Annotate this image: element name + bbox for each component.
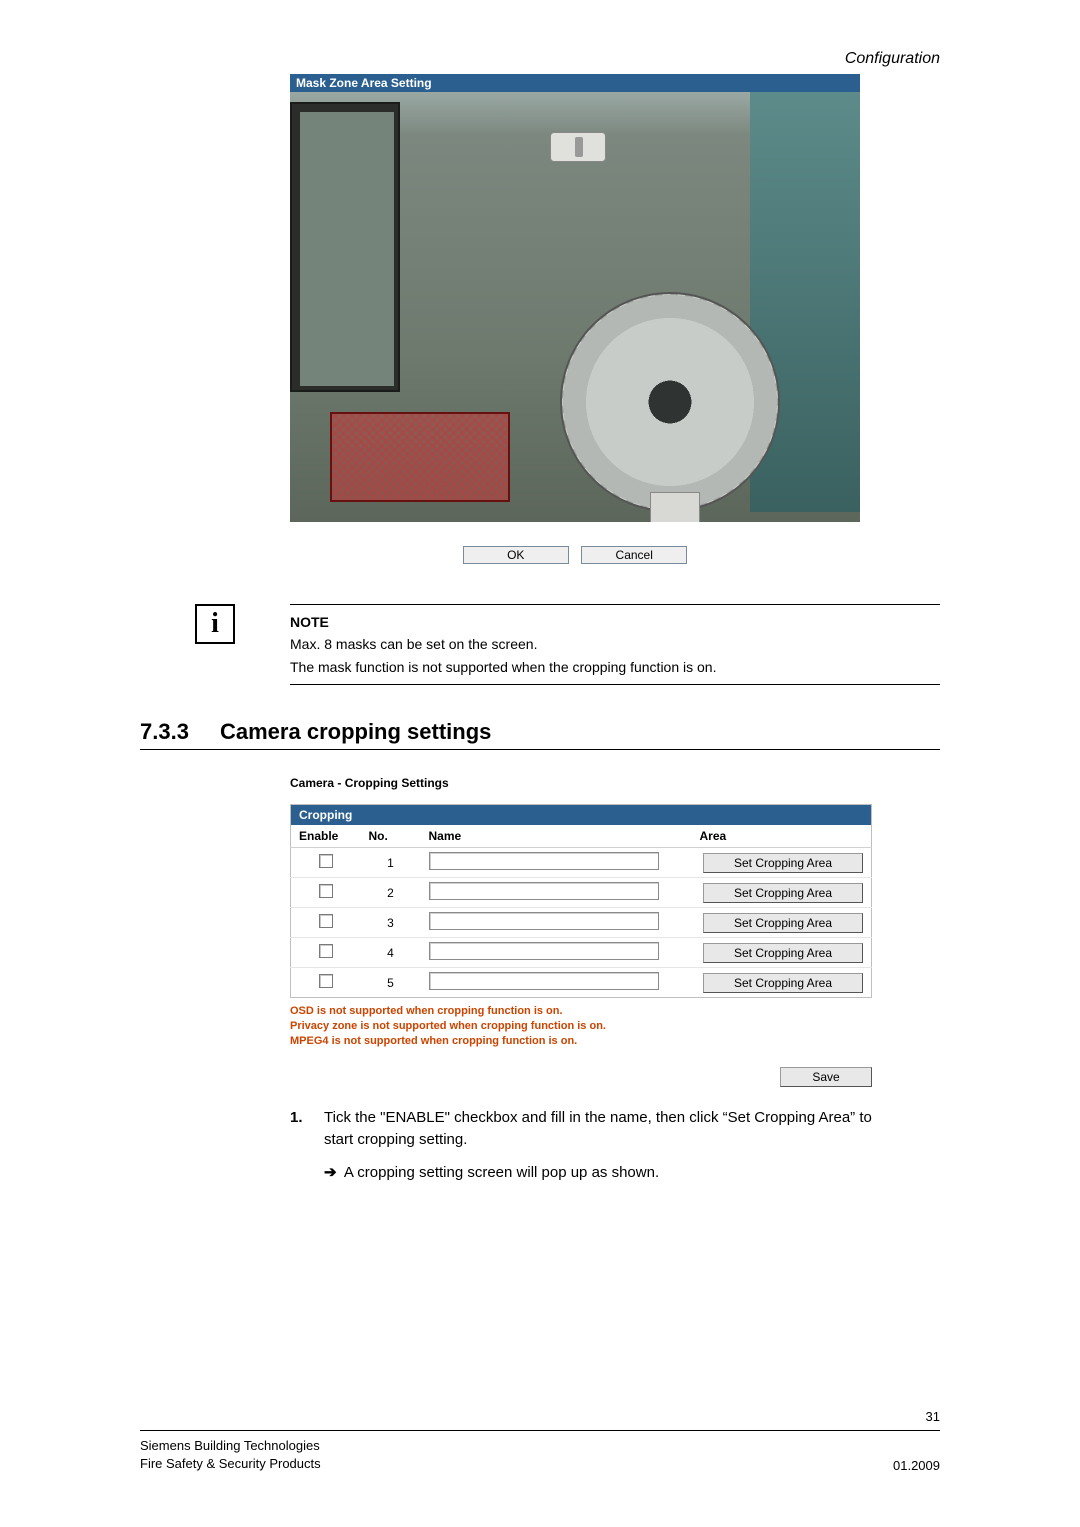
note-title: NOTE [290, 611, 940, 633]
note-section: i NOTE Max. 8 masks can be set on the sc… [140, 604, 940, 685]
warning-line: MPEG4 is not supported when cropping fun… [290, 1034, 872, 1049]
name-input[interactable] [429, 972, 659, 990]
table-row: 5 Set Cropping Area [291, 968, 872, 998]
col-enable: Enable [291, 825, 361, 848]
row-no: 3 [361, 908, 421, 938]
name-input[interactable] [429, 852, 659, 870]
save-row: Save [290, 1067, 872, 1087]
footer-company: Siemens Building Technologies [140, 1437, 321, 1455]
col-area: Area [692, 825, 872, 848]
set-cropping-area-button[interactable]: Set Cropping Area [703, 883, 863, 903]
mask-zone-rectangle[interactable] [330, 412, 510, 502]
mask-zone-preview [290, 92, 860, 522]
preview-window-frame [290, 102, 400, 392]
footer-date: 01.2009 [893, 1458, 940, 1473]
row-no: 2 [361, 878, 421, 908]
instruction-steps: 1. Tick the "ENABLE" checkbox and fill i… [290, 1107, 872, 1185]
row-no: 1 [361, 848, 421, 878]
camera-preview-image [290, 92, 860, 522]
enable-checkbox[interactable] [319, 884, 333, 898]
ok-button[interactable]: OK [463, 546, 569, 564]
arrow-icon: ➔ [324, 1164, 337, 1181]
footer-division: Fire Safety & Security Products [140, 1455, 321, 1473]
note-icon-col: i [140, 604, 290, 644]
header-section-label: Configuration [140, 50, 940, 68]
cropping-panel: Camera - Cropping Settings Cropping Enab… [290, 776, 872, 1087]
cropping-panel-title: Camera - Cropping Settings [290, 776, 872, 790]
set-cropping-area-button[interactable]: Set Cropping Area [703, 973, 863, 993]
enable-checkbox[interactable] [319, 854, 333, 868]
table-row: 1 Set Cropping Area [291, 848, 872, 878]
mask-zone-buttons: OK Cancel [290, 546, 860, 564]
cropping-table: Cropping Enable No. Name Area 1 Set Crop… [290, 804, 872, 998]
set-cropping-area-button[interactable]: Set Cropping Area [703, 913, 863, 933]
save-button[interactable]: Save [780, 1067, 872, 1087]
note-line-1: Max. 8 masks can be set on the screen. [290, 633, 940, 655]
table-row: 2 Set Cropping Area [291, 878, 872, 908]
page-number: 31 [140, 1409, 940, 1431]
note-line-2: The mask function is not supported when … [290, 656, 940, 678]
step-item: 1. Tick the "ENABLE" checkbox and fill i… [290, 1107, 872, 1152]
cropping-group-header: Cropping [291, 805, 872, 826]
warning-line: OSD is not supported when cropping funct… [290, 1004, 872, 1019]
footer-left: Siemens Building Technologies Fire Safet… [140, 1437, 321, 1473]
info-icon: i [195, 604, 235, 644]
page-footer: 31 Siemens Building Technologies Fire Sa… [140, 1409, 940, 1473]
preview-window-glass [300, 112, 394, 386]
warning-line: Privacy zone is not supported when cropp… [290, 1019, 872, 1034]
enable-checkbox[interactable] [319, 944, 333, 958]
section-heading: 7.3.3 Camera cropping settings [140, 719, 940, 750]
name-input[interactable] [429, 942, 659, 960]
set-cropping-area-button[interactable]: Set Cropping Area [703, 853, 863, 873]
cancel-button[interactable]: Cancel [581, 546, 687, 564]
row-no: 5 [361, 968, 421, 998]
section-title: Camera cropping settings [220, 719, 491, 745]
set-cropping-area-button[interactable]: Set Cropping Area [703, 943, 863, 963]
step-number: 1. [290, 1107, 324, 1152]
step-result-text: A cropping setting screen will pop up as… [344, 1164, 659, 1181]
preview-light-switch [550, 132, 606, 162]
mask-zone-title: Mask Zone Area Setting [290, 74, 860, 92]
enable-checkbox[interactable] [319, 974, 333, 988]
step-result: ➔ A cropping setting screen will pop up … [290, 1162, 872, 1185]
table-row: 4 Set Cropping Area [291, 938, 872, 968]
col-no: No. [361, 825, 421, 848]
note-body: NOTE Max. 8 masks can be set on the scre… [290, 604, 940, 685]
preview-fan-stand [650, 492, 700, 522]
name-input[interactable] [429, 882, 659, 900]
enable-checkbox[interactable] [319, 914, 333, 928]
step-text: Tick the "ENABLE" checkbox and fill in t… [324, 1107, 872, 1152]
col-name: Name [421, 825, 692, 848]
preview-fan [560, 292, 780, 512]
name-input[interactable] [429, 912, 659, 930]
section-number: 7.3.3 [140, 719, 220, 745]
row-no: 4 [361, 938, 421, 968]
cropping-warnings: OSD is not supported when cropping funct… [290, 1004, 872, 1049]
table-row: 3 Set Cropping Area [291, 908, 872, 938]
page-content: Configuration Mask Zone Area Setting OK … [140, 50, 940, 1184]
mask-zone-panel: Mask Zone Area Setting OK Cancel [290, 74, 860, 564]
